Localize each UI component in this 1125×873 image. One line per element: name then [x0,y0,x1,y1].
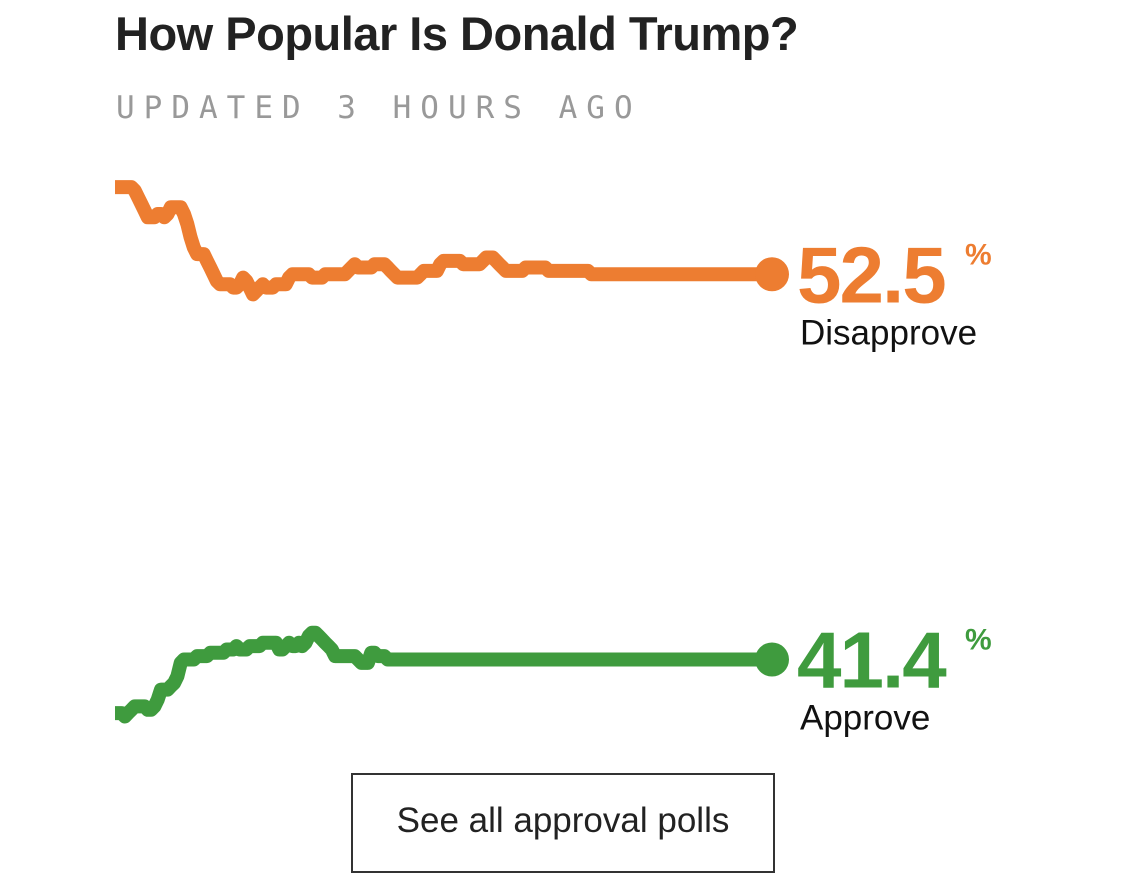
disapprove-endpoint-dot [755,257,789,292]
approve-label: Approve [800,699,930,738]
disapprove-value: 52.5 [797,230,945,319]
approval-chart: 52.5 % Disapprove 41.4 % Approve [111,180,992,738]
approve-series-line [111,625,776,724]
disapprove-series-line [111,180,776,302]
updated-timestamp: UPDATED 3 HOURS AGO [116,90,642,126]
see-all-polls-button[interactable]: See all approval polls [351,773,775,873]
disapprove-percent-sign: % [965,238,992,271]
disapprove-label: Disapprove [800,313,977,352]
approve-percent-sign: % [965,624,992,657]
approve-endpoint-dot [755,642,789,677]
page-title: How Popular Is Donald Trump? [115,7,799,60]
approve-value: 41.4 [797,616,947,705]
